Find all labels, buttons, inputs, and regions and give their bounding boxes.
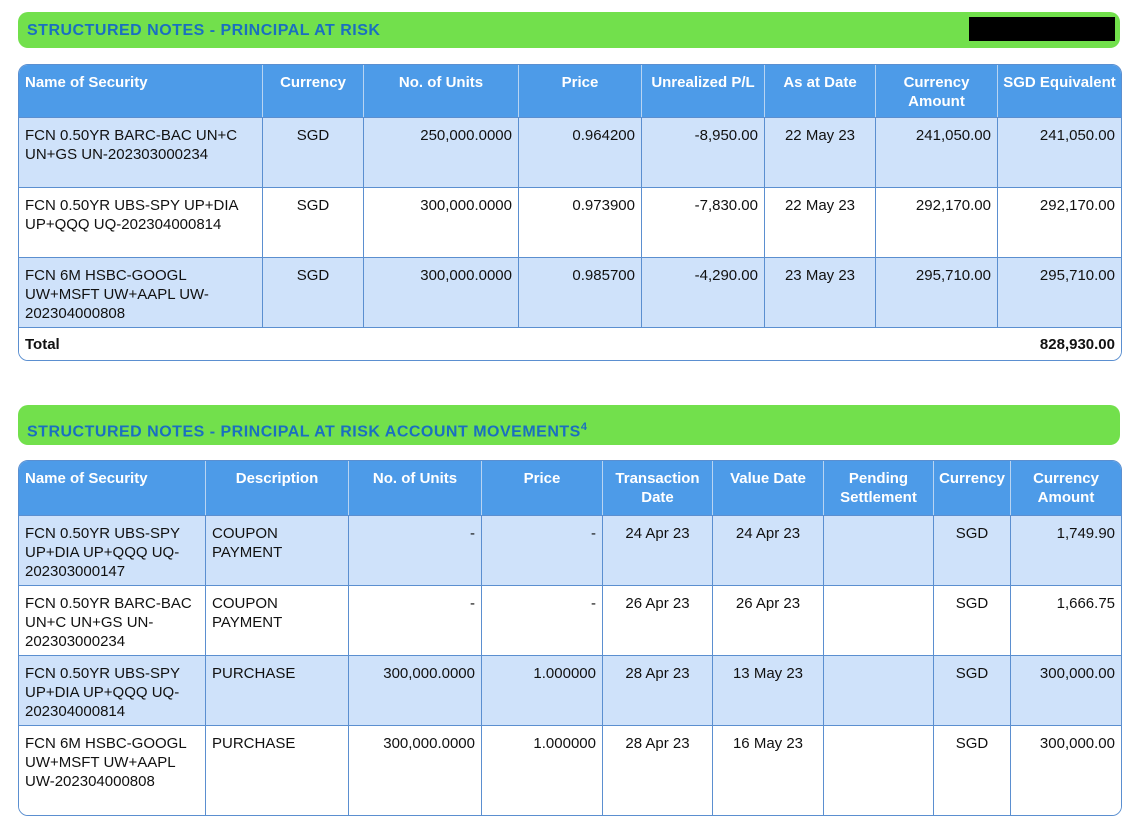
section2-banner: STRUCTURED NOTES - PRINCIPAL AT RISK ACC… [18,405,1120,445]
column-header: No. of Units [364,65,519,117]
table-cell: SGD [934,725,1011,815]
column-header: No. of Units [349,461,482,515]
table-cell: 300,000.0000 [349,725,482,815]
table-cell: SGD [934,655,1011,725]
table-cell: -4,290.00 [642,257,765,327]
table-cell: 295,710.00 [876,257,998,327]
table-cell: 1.000000 [482,655,603,725]
table-cell: 292,170.00 [998,187,1121,257]
column-header: Price [482,461,603,515]
column-header: Unrealized P/L [642,65,765,117]
table-cell: 24 Apr 23 [713,515,824,585]
table-cell: COUPON PAYMENT [206,515,349,585]
table-cell: 292,170.00 [876,187,998,257]
table-row: FCN 0.50YR UBS-SPY UP+DIA UP+QQQ UQ-2023… [19,655,1121,725]
table-cell: SGD [263,187,364,257]
table-cell: COUPON PAYMENT [206,585,349,655]
table-cell: FCN 0.50YR BARC-BAC UN+C UN+GS UN-202303… [19,117,263,187]
total-value: 828,930.00 [642,327,1121,360]
column-header: Transaction Date [603,461,713,515]
table-cell: 22 May 23 [765,187,876,257]
table-row: FCN 0.50YR UBS-SPY UP+DIA UP+QQQ UQ-2023… [19,515,1121,585]
column-header: Name of Security [19,461,206,515]
table-cell: SGD [263,117,364,187]
table-cell: 28 Apr 23 [603,725,713,815]
table-cell: 1,749.90 [1011,515,1121,585]
table-cell: 0.985700 [519,257,642,327]
table-cell [824,725,934,815]
table-cell: SGD [263,257,364,327]
table-cell: 241,050.00 [876,117,998,187]
table-cell: 24 Apr 23 [603,515,713,585]
table-cell: 300,000.0000 [349,655,482,725]
table-cell: 1,666.75 [1011,585,1121,655]
table-cell: 300,000.00 [1011,655,1121,725]
table-cell [824,655,934,725]
column-header: SGD Equivalent [998,65,1121,117]
table-row: FCN 6M HSBC-GOOGL UW+MSFT UW+AAPL UW-202… [19,725,1121,815]
table-cell [824,515,934,585]
table-cell: -7,830.00 [642,187,765,257]
table-cell: FCN 6M HSBC-GOOGL UW+MSFT UW+AAPL UW-202… [19,725,206,815]
table-cell: 23 May 23 [765,257,876,327]
table-cell: 22 May 23 [765,117,876,187]
column-header: As at Date [765,65,876,117]
table-cell: FCN 0.50YR UBS-SPY UP+DIA UP+QQQ UQ-2023… [19,515,206,585]
movements-table: Name of Security Description No. of Units P… [18,460,1122,816]
table-cell: 28 Apr 23 [603,655,713,725]
table-cell: - [482,585,603,655]
section1-banner: STRUCTURED NOTES - PRINCIPAL AT RISK [18,12,1120,48]
column-header: Currency [263,65,364,117]
table-cell: 26 Apr 23 [713,585,824,655]
section1-title: STRUCTURED NOTES - PRINCIPAL AT RISK [27,22,381,39]
column-header: Pending Settlement [824,461,934,515]
table-row: FCN 6M HSBC-GOOGL UW+MSFT UW+AAPL UW-202… [19,257,1121,327]
table-cell: 300,000.0000 [364,257,519,327]
table-cell: FCN 0.50YR UBS-SPY UP+DIA UP+QQQ UQ-2023… [19,187,263,257]
table-cell: - [349,585,482,655]
table-cell: 300,000.00 [1011,725,1121,815]
column-header: Currency Amount [1011,461,1121,515]
table-cell: FCN 6M HSBC-GOOGL UW+MSFT UW+AAPL UW-202… [19,257,263,327]
table-cell [824,585,934,655]
table-row: FCN 0.50YR BARC-BAC UN+C UN+GS UN-202303… [19,585,1121,655]
table-cell: SGD [934,585,1011,655]
table-cell: FCN 0.50YR BARC-BAC UN+C UN+GS UN-202303… [19,585,206,655]
table-cell: 0.973900 [519,187,642,257]
table-cell: SGD [934,515,1011,585]
footnote-marker: 4 [580,421,588,433]
holdings-table: Name of Security Currency No. of Units Pric… [18,64,1122,361]
column-header: Price [519,65,642,117]
table-cell: 16 May 23 [713,725,824,815]
table-cell: 26 Apr 23 [603,585,713,655]
table-cell: 250,000.0000 [364,117,519,187]
table-cell: - [349,515,482,585]
table-cell: - [482,515,603,585]
table-cell: 241,050.00 [998,117,1121,187]
table-cell: FCN 0.50YR UBS-SPY UP+DIA UP+QQQ UQ-2023… [19,655,206,725]
section2-title: STRUCTURED NOTES - PRINCIPAL AT RISK ACC… [27,423,581,441]
total-row: Total 828,930.00 [19,327,1121,360]
redacted-block [969,17,1115,41]
table-cell: -8,950.00 [642,117,765,187]
column-header: Value Date [713,461,824,515]
total-label: Total [19,327,642,360]
table-cell: PURCHASE [206,655,349,725]
column-header: Name of Security [19,65,263,117]
table-cell: 295,710.00 [998,257,1121,327]
table-cell: 1.000000 [482,725,603,815]
column-header: Currency [934,461,1011,515]
table-row: FCN 0.50YR BARC-BAC UN+C UN+GS UN-202303… [19,117,1121,187]
table-row: FCN 0.50YR UBS-SPY UP+DIA UP+QQQ UQ-2023… [19,187,1121,257]
column-header: Description [206,461,349,515]
table-cell: 13 May 23 [713,655,824,725]
table-cell: 0.964200 [519,117,642,187]
table-cell: 300,000.0000 [364,187,519,257]
column-header: Currency Amount [876,65,998,117]
table-cell: PURCHASE [206,725,349,815]
